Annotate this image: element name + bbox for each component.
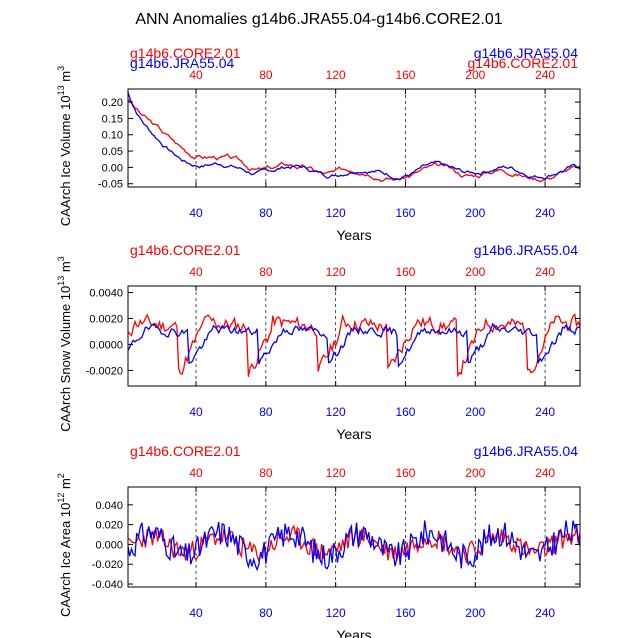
y-tick-label: 0.040 xyxy=(95,500,123,512)
x-tick-label-top: 240 xyxy=(535,265,555,279)
series-line-core2 xyxy=(128,99,580,183)
x-tick-label-top: 120 xyxy=(326,265,346,279)
y-tick-label: 0.05 xyxy=(102,146,123,158)
x-tick-label-bottom: 240 xyxy=(535,206,555,220)
legend-core2-overprint: g14b6.CORE2.01 xyxy=(467,55,578,71)
x-axis-title: Years xyxy=(336,426,371,442)
x-tick-label-top: 240 xyxy=(535,466,555,480)
x-tick-label-bottom: 200 xyxy=(465,206,485,220)
x-tick-label-top: 40 xyxy=(189,265,203,279)
x-tick-label-bottom: 240 xyxy=(535,405,555,419)
y-axis-title: CAArch Ice Area 1012 m2 xyxy=(56,473,73,617)
y-tick-label: 0.000 xyxy=(95,539,123,551)
y-axis-title-exp: 13 xyxy=(56,85,66,95)
y-axis-title-unit-exp: 3 xyxy=(56,256,66,261)
y-axis-title-main: CAArch Ice Area 10 xyxy=(58,503,73,617)
x-tick-label-bottom: 40 xyxy=(189,606,203,620)
series-line-jra55 xyxy=(128,322,580,368)
x-tick-label-top: 160 xyxy=(395,68,415,82)
panels: 0.20 0.15 0.10 0.05 0.00 -0.05 40 40 80 80 120 120 1… xyxy=(56,45,581,638)
y-tick-label: 0.0040 xyxy=(89,287,123,299)
y-axis-title-main: CAArch Snow Volume 10 xyxy=(58,286,73,432)
x-tick-label-bottom: 120 xyxy=(326,206,346,220)
x-tick-label-bottom: 200 xyxy=(465,405,485,419)
y-axis-title-exp: 13 xyxy=(56,276,66,286)
x-tick-label-bottom: 160 xyxy=(395,405,415,419)
y-tick-label: -0.05 xyxy=(98,179,123,191)
x-tick-label-bottom: 160 xyxy=(395,206,415,220)
panel-ice-volume: 0.20 0.15 0.10 0.05 0.00 -0.05 40 40 80 80 120 120 1… xyxy=(56,45,581,243)
x-tick-label-bottom: 240 xyxy=(535,606,555,620)
legend-jra55: g14b6.JRA55.04 xyxy=(474,45,579,61)
x-axis-title: Years xyxy=(336,227,371,243)
y-axis-title-exp: 12 xyxy=(56,493,66,503)
x-tick-label-bottom: 200 xyxy=(465,606,485,620)
x-tick-label-bottom: 160 xyxy=(395,606,415,620)
x-tick-label-top: 80 xyxy=(259,68,273,82)
x-tick-label-bottom: 40 xyxy=(189,405,203,419)
x-tick-label-top: 120 xyxy=(326,466,346,480)
series-line-core2 xyxy=(128,313,580,378)
x-tick-label-top: 200 xyxy=(465,265,485,279)
plot-frame xyxy=(127,285,581,387)
legend-core2: g14b6.CORE2.01 xyxy=(130,443,241,459)
x-tick-label-bottom: 120 xyxy=(326,606,346,620)
x-tick-label-bottom: 80 xyxy=(259,405,273,419)
y-axis-title-main: CAArch Ice Volume 10 xyxy=(58,95,73,226)
x-tick-label-top: 120 xyxy=(326,68,346,82)
plot-frame xyxy=(127,486,581,588)
y-tick-label: -0.0020 xyxy=(86,365,123,377)
legend-jra55: g14b6.JRA55.04 xyxy=(474,242,579,258)
panel-ice-area: 0.040 0.020 0.000 -0.020 -0.040 40 40 80 80 120 12… xyxy=(56,443,581,638)
y-axis-title-unit-exp: 2 xyxy=(56,473,66,478)
y-axis-title: CAArch Snow Volume 1013 m3 xyxy=(56,256,73,431)
panel-snow-volume: 0.0040 0.0020 0.0000 -0.0020 40 40 80 80 120 120 1… xyxy=(56,242,581,442)
y-tick-label: 0.0000 xyxy=(89,339,123,351)
y-tick-label: -0.040 xyxy=(92,579,123,591)
legend-jra55-overprint: g14b6.JRA55.04 xyxy=(130,55,235,71)
y-axis-title-unit: m xyxy=(58,478,73,492)
x-tick-label-top: 160 xyxy=(395,265,415,279)
y-tick-label: 0.020 xyxy=(95,520,123,532)
legend-core2: g14b6.CORE2.01 xyxy=(130,45,241,61)
x-tick-label-bottom: 40 xyxy=(189,206,203,220)
x-tick-label-bottom: 80 xyxy=(259,206,273,220)
y-tick-label: 0.15 xyxy=(102,113,123,125)
y-tick-label: 0.00 xyxy=(102,162,123,174)
plot-frame xyxy=(127,88,581,188)
y-axis-title: CAArch Ice Volume 1013 m3 xyxy=(56,66,73,226)
figure-title: ANN Anomalies g14b6.JRA55.04-g14b6.CORE2… xyxy=(135,11,502,28)
series-line-jra55 xyxy=(128,520,580,572)
series-line-jra55 xyxy=(128,91,580,181)
x-tick-label-top: 80 xyxy=(259,466,273,480)
x-tick-label-top: 240 xyxy=(535,68,555,82)
x-tick-label-top: 200 xyxy=(465,68,485,82)
y-axis-title-unit: m xyxy=(58,71,73,85)
x-tick-label-top: 200 xyxy=(465,466,485,480)
x-tick-label-top: 40 xyxy=(189,68,203,82)
y-axis-title-unit: m xyxy=(58,261,73,275)
x-tick-label-top: 160 xyxy=(395,466,415,480)
legend-core2: g14b6.CORE2.01 xyxy=(130,242,241,258)
x-axis-title: Years xyxy=(336,627,371,638)
y-tick-label: 0.10 xyxy=(102,130,123,142)
x-tick-label-bottom: 120 xyxy=(326,405,346,419)
y-tick-label: 0.0020 xyxy=(89,313,123,325)
y-tick-label: -0.020 xyxy=(92,559,123,571)
x-tick-label-top: 40 xyxy=(189,466,203,480)
y-axis-title-unit-exp: 3 xyxy=(56,66,66,71)
legend-jra55: g14b6.JRA55.04 xyxy=(474,443,579,459)
x-tick-label-top: 80 xyxy=(259,265,273,279)
y-tick-label: 0.20 xyxy=(102,97,123,109)
x-tick-label-bottom: 80 xyxy=(259,606,273,620)
